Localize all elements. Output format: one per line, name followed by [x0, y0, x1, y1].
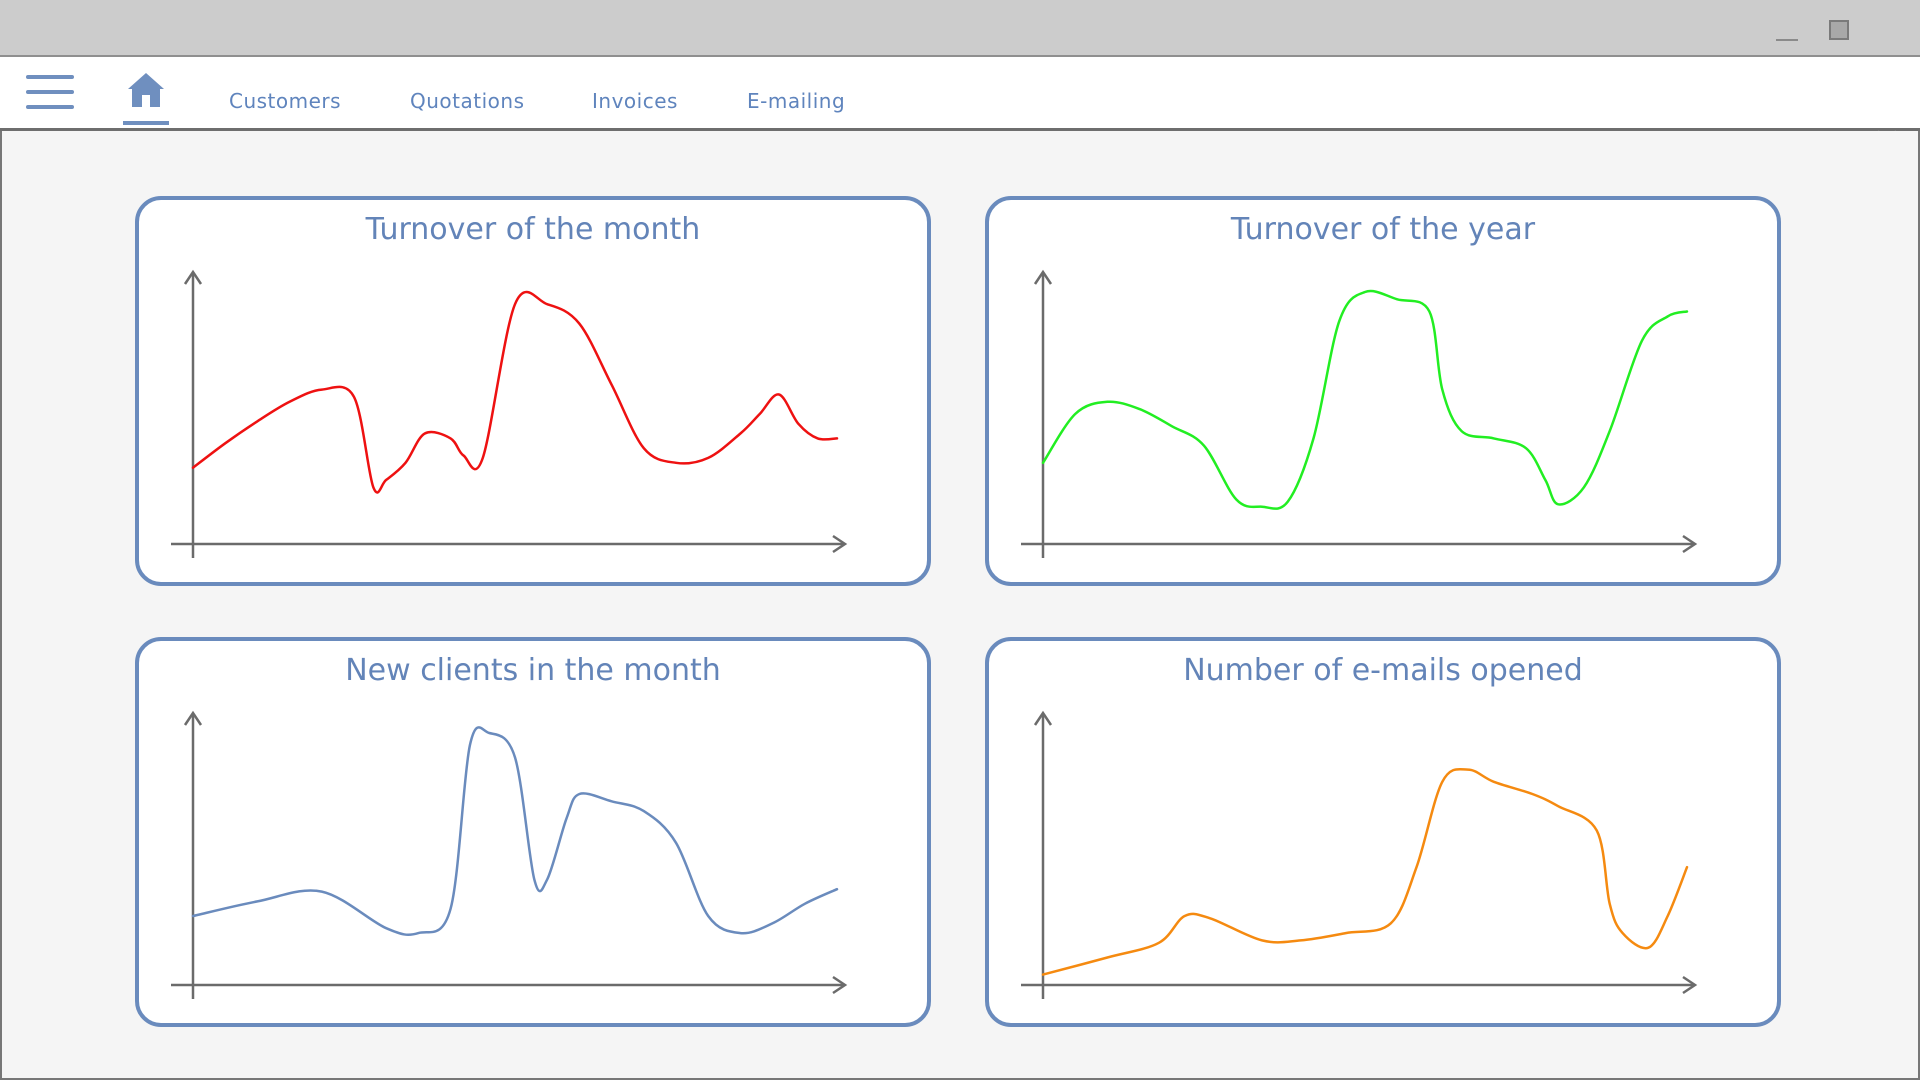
- panel-title: Turnover of the month: [365, 212, 701, 247]
- tab-home[interactable]: [122, 63, 172, 125]
- y-axis-arrow: [1033, 710, 1053, 726]
- tab-quotations[interactable]: Quotations: [410, 89, 525, 113]
- tab-invoices[interactable]: Invoices: [592, 89, 678, 113]
- tab-emailing[interactable]: E-mailing: [747, 89, 846, 113]
- y-axis-arrow: [1033, 269, 1053, 285]
- x-axis-arrow: [1682, 975, 1698, 995]
- active-tab-indicator: [123, 121, 169, 125]
- top-nav-bar: Customers Quotations Invoices E-mailing: [0, 57, 1920, 150]
- hamburger-line: [26, 105, 74, 109]
- x-axis-arrow: [832, 534, 848, 554]
- series-line: [191, 290, 839, 494]
- hamburger-menu-icon[interactable]: [26, 75, 74, 111]
- series-line: [191, 726, 839, 937]
- x-axis-arrow: [1682, 534, 1698, 554]
- y-axis-arrow: [183, 269, 203, 285]
- chart-turnover-year: [1021, 269, 1698, 558]
- home-icon: [128, 73, 164, 107]
- chart-panel-turnover-month: Turnover of the month: [135, 196, 931, 586]
- chart-new-clients: [171, 710, 848, 999]
- x-axis-arrow: [832, 975, 848, 995]
- chart-panel-turnover-year: Turnover of the year: [985, 196, 1781, 586]
- minimize-icon[interactable]: [1776, 39, 1798, 41]
- series-line: [1041, 767, 1689, 976]
- chart-turnover-month: [171, 269, 848, 558]
- y-axis-arrow: [183, 710, 203, 726]
- window-title-bar: [0, 0, 1920, 57]
- series-line: [1041, 289, 1689, 510]
- tab-customers[interactable]: Customers: [229, 89, 342, 113]
- maximize-icon[interactable]: [1829, 20, 1849, 40]
- hamburger-line: [26, 90, 74, 94]
- chart-emails-opened: [1021, 710, 1698, 999]
- chart-panel-new-clients: New clients in the month: [135, 637, 931, 1027]
- chart-panel-emails-opened: Number of e-mails opened: [985, 637, 1781, 1027]
- hamburger-line: [26, 75, 74, 79]
- panel-title: Turnover of the year: [1230, 212, 1536, 247]
- panel-title: Number of e-mails opened: [1183, 653, 1583, 688]
- panel-title: New clients in the month: [345, 653, 721, 688]
